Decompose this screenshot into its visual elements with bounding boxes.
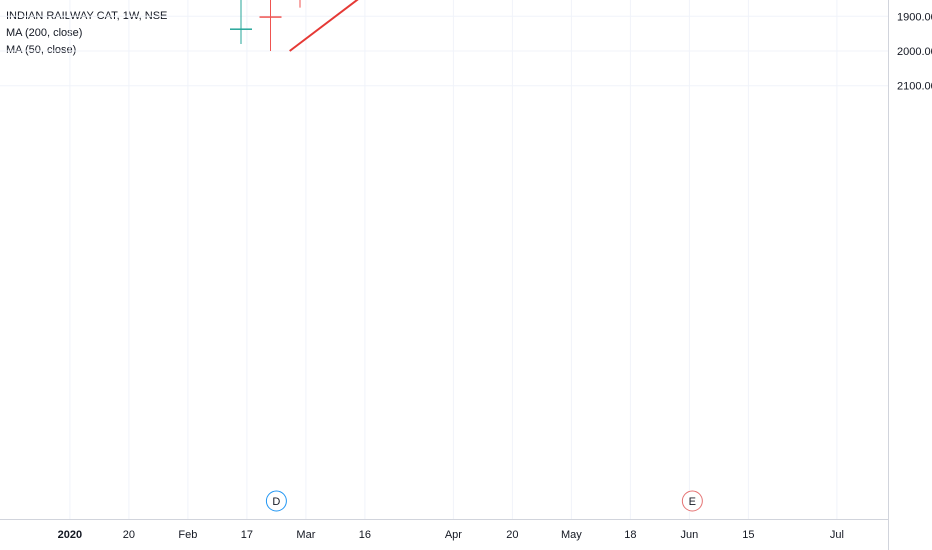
time-tick-label: 15	[742, 529, 754, 541]
time-tick-label: 17	[241, 529, 253, 541]
trendline[interactable]	[289, 0, 890, 52]
price-tick-label: 2000.00	[897, 46, 932, 58]
event-marker-label: D	[272, 496, 280, 508]
event-marker[interactable]	[265, 490, 287, 512]
event-marker[interactable]	[681, 490, 703, 512]
time-tick-label: Feb	[178, 529, 197, 541]
candle-body[interactable]	[230, 28, 252, 30]
time-tick-label: Jul	[830, 529, 844, 541]
legend-ma-50: MA (50, close)	[6, 44, 77, 56]
price-tick-label: 2100.00	[897, 81, 932, 93]
time-tick-label: 20	[506, 529, 518, 541]
event-marker-label: E	[689, 496, 696, 508]
legend-ma-200: MA (200, close)	[6, 27, 83, 39]
time-tick-label: Apr	[445, 529, 462, 541]
time-tick-label: 18	[624, 529, 636, 541]
price-tick-label: 1900.00	[897, 11, 932, 23]
candle-body[interactable]	[259, 16, 282, 18]
time-tick-label: Jun	[681, 529, 699, 541]
time-tick-label: 2020	[58, 529, 82, 541]
time-tick-label: Mar	[296, 529, 315, 541]
time-tick-label: 20	[123, 529, 135, 541]
time-tick-label: May	[561, 529, 582, 541]
time-tick-label: 16	[359, 529, 371, 541]
